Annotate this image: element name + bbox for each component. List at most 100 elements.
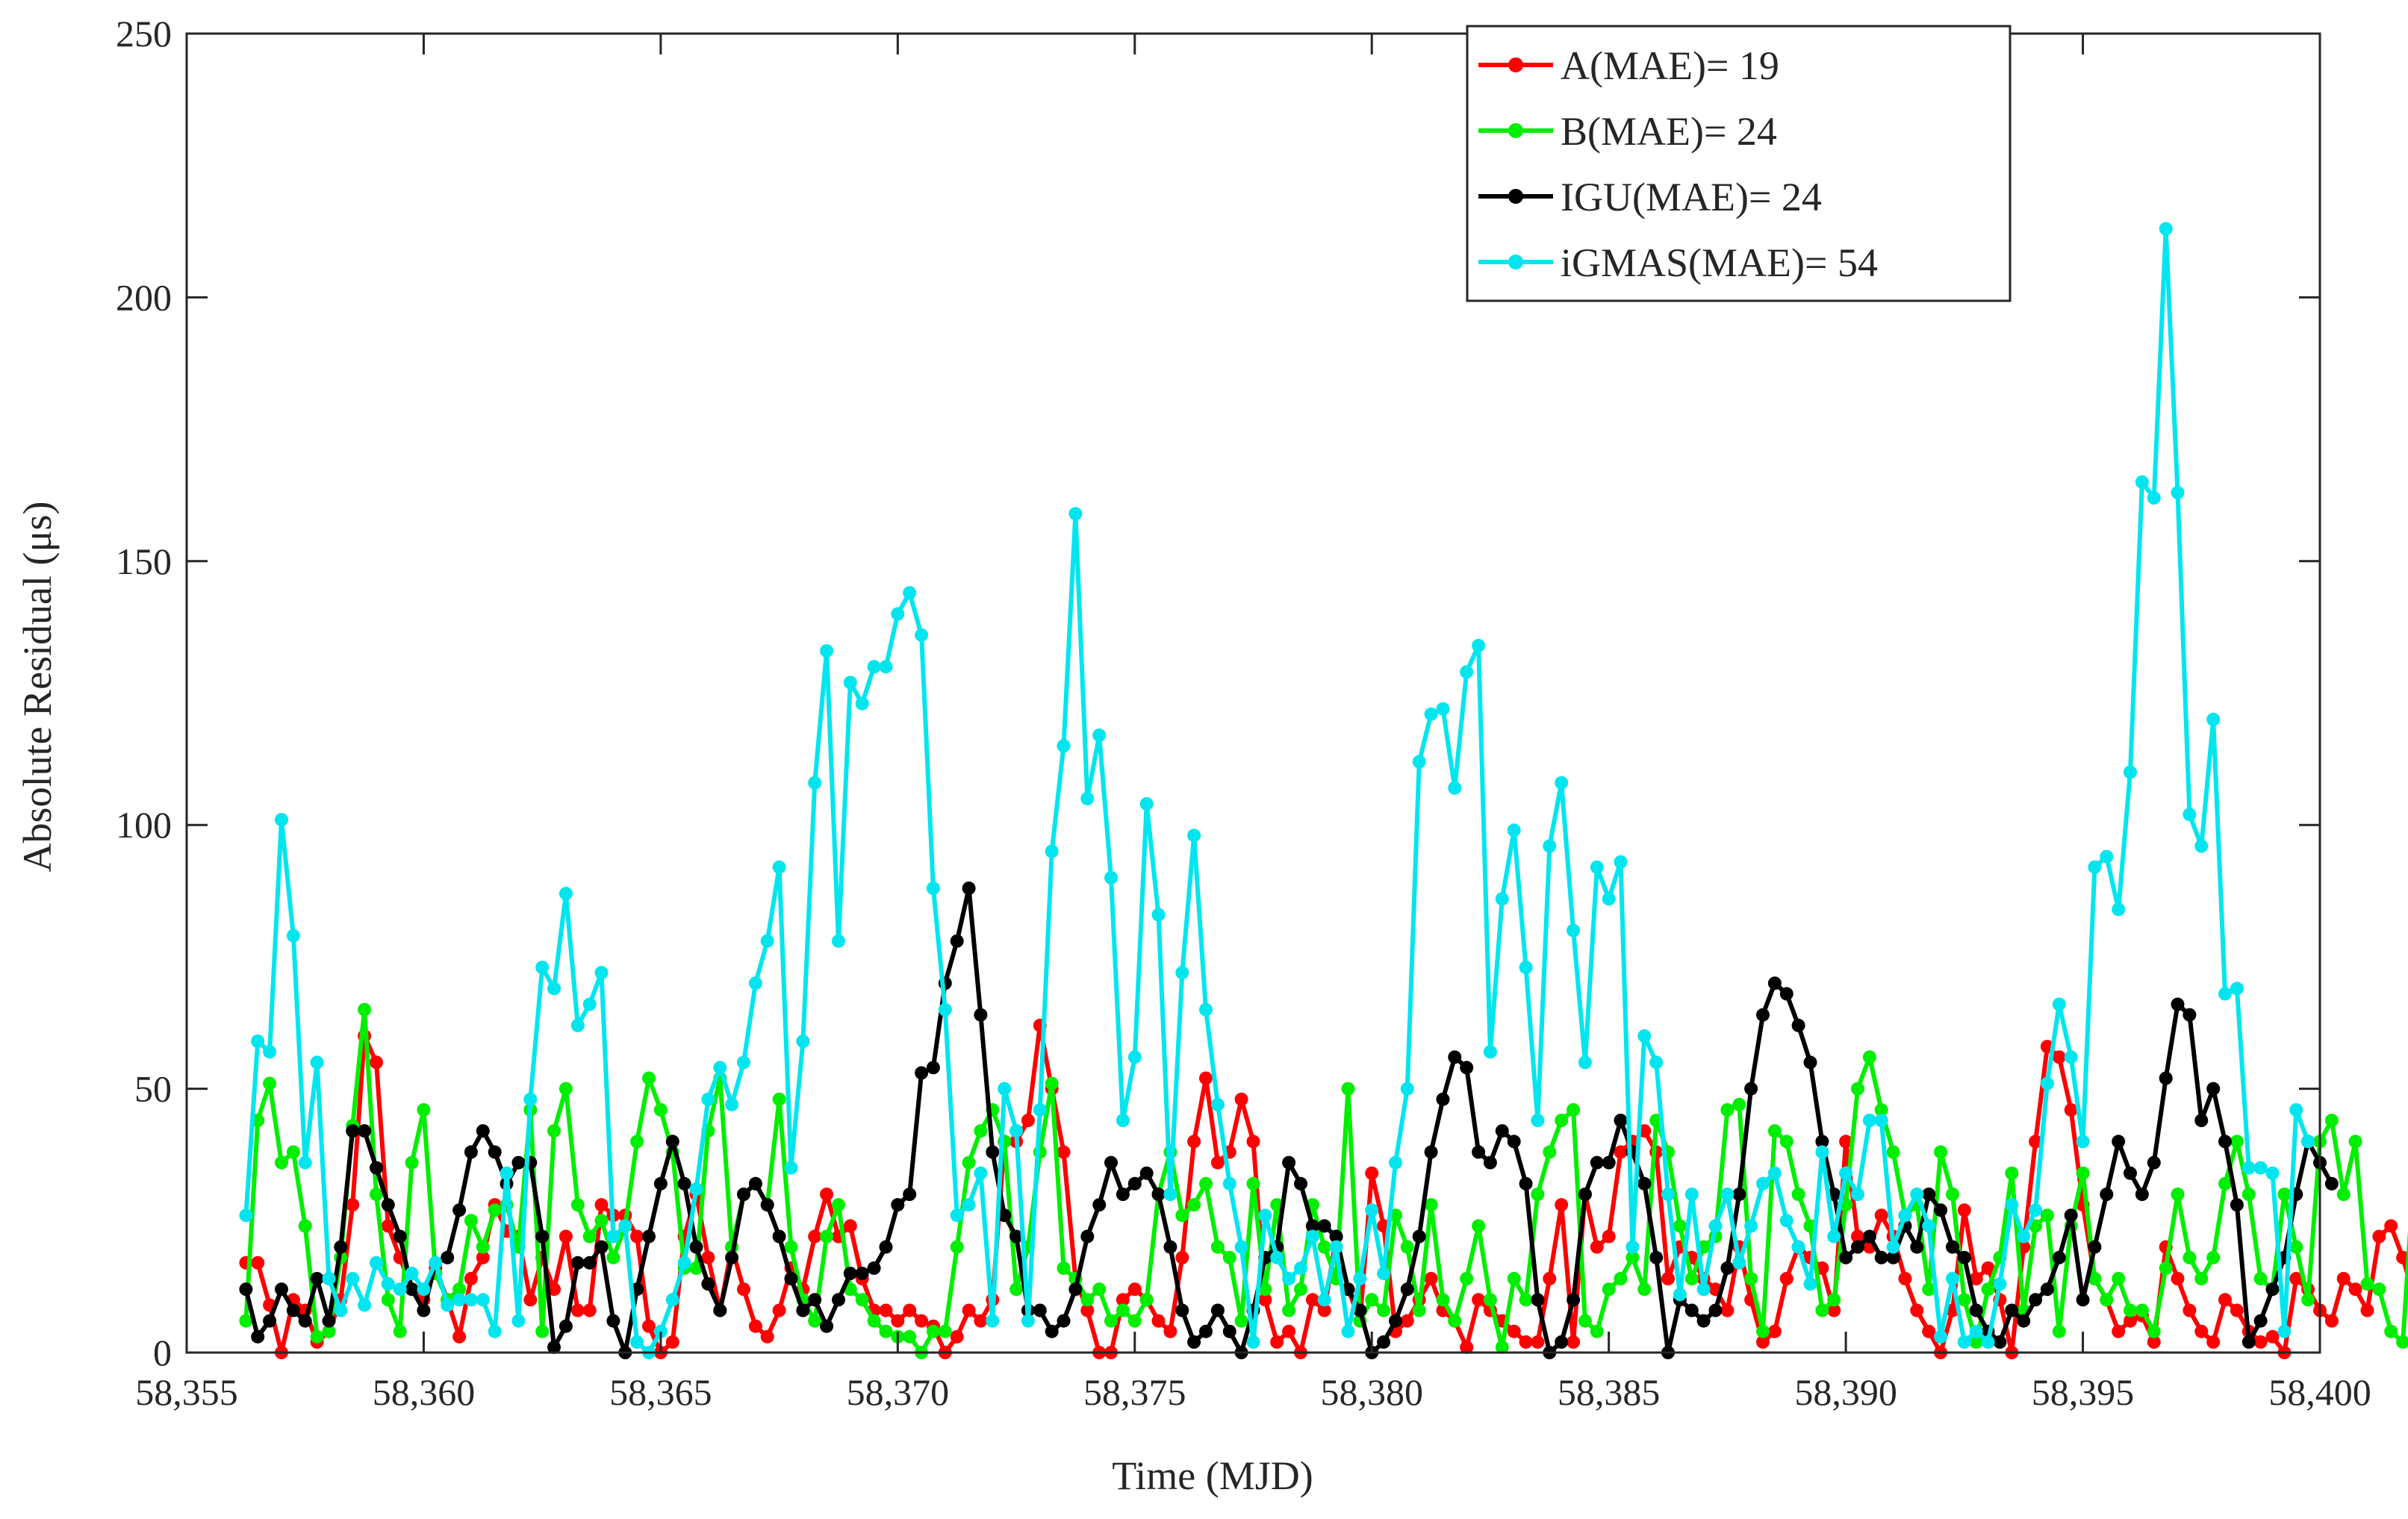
data-point — [1068, 1282, 1083, 1297]
data-point — [1981, 1282, 1995, 1297]
data-point — [784, 1161, 798, 1175]
data-point — [1187, 829, 1201, 843]
data-point — [2348, 1282, 2362, 1297]
data-point — [2336, 1188, 2351, 1201]
data-point — [286, 1145, 300, 1159]
data-point — [1127, 1314, 1142, 1328]
data-point — [1080, 1303, 1095, 1317]
data-point — [1460, 1340, 1474, 1354]
data-point — [1365, 1293, 1379, 1307]
data-point — [310, 1055, 324, 1070]
data-point — [1353, 1272, 1367, 1285]
data-point — [523, 1293, 538, 1307]
data-point — [737, 1282, 750, 1297]
data-point — [298, 1314, 312, 1328]
data-point — [464, 1145, 478, 1159]
legend-item: B(MAE)= 24 — [1478, 109, 1777, 154]
data-point — [547, 1124, 561, 1138]
data-point — [1886, 1145, 1900, 1159]
data-point — [974, 1124, 988, 1138]
data-point — [381, 1198, 395, 1212]
data-point — [808, 1314, 822, 1328]
data-point — [370, 1256, 383, 1270]
data-point — [1199, 1176, 1213, 1191]
y-tick-label: 200 — [116, 276, 172, 318]
data-point — [2124, 1166, 2137, 1180]
data-point — [796, 1035, 810, 1048]
data-point — [2206, 1082, 2221, 1096]
data-point — [1874, 1102, 1888, 1117]
x-axis-title: Time (MJD) — [1112, 1453, 1313, 1498]
data-point — [1602, 1282, 1616, 1297]
data-point — [1294, 1282, 1307, 1297]
data-point — [1448, 1050, 1462, 1064]
data-point — [2218, 1135, 2232, 1149]
data-point — [1779, 1214, 1793, 1228]
data-point — [1199, 1324, 1213, 1338]
data-point — [2171, 485, 2185, 499]
data-point — [760, 1329, 774, 1344]
data-point — [1104, 1155, 1118, 1170]
data-point — [346, 1272, 360, 1285]
data-point — [1377, 1267, 1391, 1280]
data-point — [1507, 1324, 1521, 1338]
data-point — [393, 1324, 407, 1338]
data-point — [903, 1303, 917, 1317]
data-point — [310, 1272, 324, 1285]
data-point — [2100, 1293, 2114, 1307]
data-point — [1507, 1272, 1521, 1285]
data-point — [1483, 1155, 1497, 1170]
data-point — [1851, 1082, 1864, 1096]
data-point — [760, 1198, 774, 1212]
data-point — [1827, 1303, 1841, 1317]
data-point — [2088, 860, 2102, 874]
data-point — [642, 1071, 656, 1085]
data-point — [1886, 1250, 1900, 1264]
x-tick-label: 58,395 — [2032, 1371, 2135, 1413]
data-point — [2159, 222, 2173, 236]
series-2 — [239, 1002, 2408, 1359]
y-tick-label: 0 — [153, 1332, 172, 1373]
data-point — [263, 1314, 277, 1328]
data-point — [441, 1250, 455, 1264]
data-point — [843, 1267, 857, 1280]
data-point — [1139, 796, 1154, 811]
data-point — [251, 1035, 265, 1048]
data-point — [1033, 1102, 1047, 1117]
data-point — [346, 1124, 360, 1138]
data-point — [452, 1203, 467, 1217]
data-point — [2112, 1324, 2126, 1338]
data-point — [1175, 1208, 1189, 1223]
data-point — [1341, 1324, 1355, 1338]
data-point — [1969, 1324, 1983, 1338]
axes-box — [185, 32, 2321, 1354]
data-point — [1720, 1188, 1735, 1201]
data-point — [962, 882, 976, 895]
data-point — [1258, 1208, 1272, 1223]
data-point — [1625, 1240, 1640, 1254]
data-point — [1210, 1155, 1225, 1170]
data-point — [2183, 1303, 2197, 1317]
data-point — [926, 1324, 940, 1338]
data-point — [974, 1314, 988, 1328]
data-point — [665, 1335, 679, 1349]
data-point — [559, 887, 573, 901]
axes — [185, 32, 2321, 1354]
data-point — [2052, 1324, 2066, 1338]
data-point — [334, 1240, 348, 1254]
data-point — [263, 1076, 277, 1091]
data-point — [665, 1293, 679, 1307]
data-point — [594, 1240, 609, 1254]
data-point — [1767, 1166, 1782, 1180]
data-point — [1614, 1114, 1628, 1127]
data-point — [393, 1282, 407, 1297]
data-point — [1567, 1335, 1581, 1349]
data-point — [832, 1293, 845, 1307]
data-point — [1851, 1188, 1864, 1201]
data-point — [1684, 1272, 1699, 1285]
data-point — [1543, 1272, 1557, 1285]
data-point — [1756, 1335, 1770, 1349]
data-point — [310, 1329, 324, 1344]
data-point — [275, 1155, 288, 1170]
data-point — [1625, 1250, 1640, 1264]
